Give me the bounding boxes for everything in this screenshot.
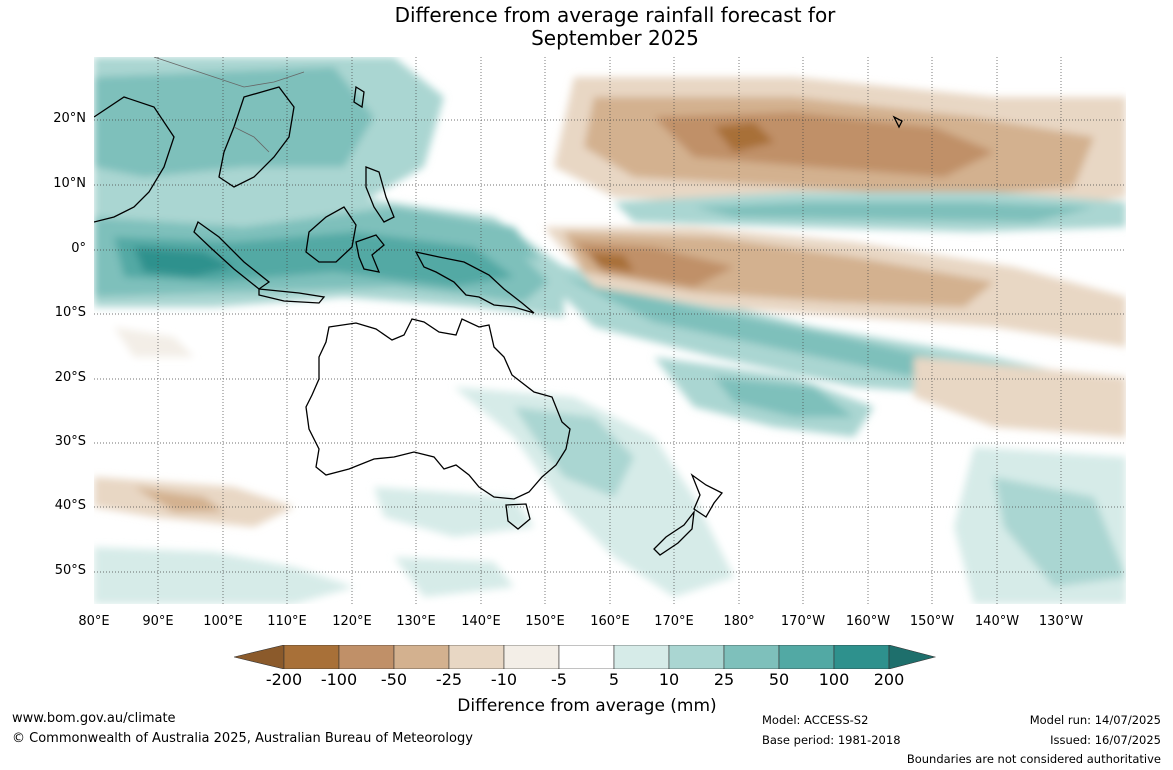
colorbar-segment [723,645,780,669]
colorbar-tick: -10 [490,670,518,689]
lon-label-140w: 140°W [974,614,1020,629]
colorbar-segment [558,645,615,669]
lon-label-110e: 110°E [267,614,307,629]
philippines-coastline [365,166,395,223]
lon-label-170w: 170°W [780,614,826,629]
lon-label-160w: 160°W [845,614,891,629]
colorbar-tick: -200 [265,670,303,689]
disclaimer-text: Boundaries are not considered authoritat… [906,752,1161,766]
java-coastline [258,288,326,304]
colorbar-tick: -100 [320,670,358,689]
rainfall-anomaly-field [94,57,1126,604]
taiwan-coastline [353,85,365,109]
colorbar-segment [338,645,395,669]
lat-label-30s: 30°S [54,434,86,449]
lat-label-40s: 40°S [54,498,86,513]
indochina-coastline [218,86,295,188]
coastlines [94,85,903,556]
lon-label-100e: 100°E [203,614,243,629]
colorbar-tick: 25 [713,670,735,689]
lat-label-10s: 10°S [54,305,86,320]
colorbar-arrow-low [234,645,285,669]
colorbar-tick: 50 [768,670,790,689]
colorbar-tick: -50 [380,670,408,689]
australia-coastline [305,318,571,500]
colorbar-tick: -25 [435,670,463,689]
lon-label-180: 180° [723,614,755,629]
lon-label-80e: 80°E [78,614,110,629]
copyright-text: © Commonwealth of Australia 2025, Austra… [12,731,473,746]
colorbar-segment [833,645,890,669]
base-period-text: Base period: 1981-2018 [762,733,901,747]
colorbar-segment [668,645,725,669]
map-title: Difference from average rainfall forecas… [230,4,1000,50]
map-svg [94,57,1126,604]
tasmania-coastline [505,503,531,530]
colorbar-tick: 100 [818,670,850,689]
lon-label-170e: 170°E [654,614,694,629]
colorbar-segment [448,645,505,669]
lat-label-0: 0° [71,241,86,256]
colorbar-segment [778,645,835,669]
india-coastline [94,96,175,223]
lon-label-150w: 150°W [909,614,955,629]
hawaii-coastline [892,115,903,129]
title-line-1: Difference from average rainfall forecas… [394,3,836,27]
colorbar-tick: 10 [658,670,680,689]
new-zealand-south-coastline [653,509,695,556]
borneo-coastline [305,206,357,263]
lon-label-130w: 130°W [1038,614,1084,629]
lon-label-150e: 150°E [525,614,565,629]
map-gridlines [94,57,1126,604]
new-guinea-coastline [414,251,535,314]
colorbar-tick: -5 [551,670,567,689]
sulawesi-coastline [355,234,385,273]
website-text: www.bom.gov.au/climate [12,711,176,726]
lon-label-160e: 160°E [590,614,630,629]
title-line-2: September 2025 [531,26,699,50]
colorbar-segment [283,645,340,669]
lat-label-20n: 20°N [53,111,86,126]
country-borders [153,57,305,153]
colorbar-tick: 200 [873,670,905,689]
lon-label-140e: 140°E [461,614,501,629]
lon-label-120e: 120°E [332,614,372,629]
colorbar-segment [503,645,560,669]
new-zealand-north-coastline [690,473,724,518]
lat-label-20s: 20°S [54,370,86,385]
colorbar-segment [613,645,670,669]
issued-text: Issued: 16/07/2025 [1050,733,1161,747]
rainfall-map [94,57,1126,604]
colorbar-segment [393,645,450,669]
colorbar-label: Difference from average (mm) [457,696,717,716]
lat-label-50s: 50°S [54,563,86,578]
colorbar-arrow-high [888,645,937,669]
colorbar [234,645,937,669]
model-run-text: Model run: 14/07/2025 [1029,713,1161,727]
lat-label-10n: 10°N [53,176,86,191]
lon-label-90e: 90°E [142,614,174,629]
model-text: Model: ACCESS-S2 [762,713,869,727]
colorbar-tick: 5 [608,670,620,689]
lon-label-130e: 130°E [396,614,436,629]
